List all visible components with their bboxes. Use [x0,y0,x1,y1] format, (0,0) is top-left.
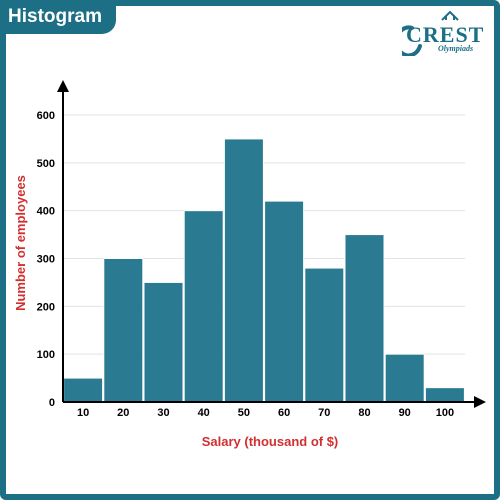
y-tick-label: 600 [37,110,55,122]
x-tick-label: 40 [198,407,210,419]
y-tick-label: 0 [49,397,55,409]
histogram-bar [143,281,184,403]
x-tick-label: 30 [157,407,169,419]
histogram-bar [183,210,224,403]
x-axis-arrow-icon [474,396,486,408]
histogram-bar [264,200,305,403]
histogram-bar [384,353,425,403]
x-tick-label: 20 [117,407,129,419]
logo-subtext: Olympiads [438,44,474,53]
histogram-bar [223,138,264,403]
axes [57,80,486,408]
histogram-bar [103,258,144,403]
y-tick-label: 500 [37,158,55,170]
histogram-bar [344,234,385,403]
chart-title: Histogram [0,0,116,34]
y-tick-label: 200 [37,301,55,313]
crest-icon [402,10,459,56]
y-tick-label: 400 [37,206,55,218]
histogram-bar [304,267,345,403]
x-tick-label: 100 [436,407,454,419]
histogram-bar [63,377,104,403]
crest-logo: CREST Olympiads [402,6,492,56]
x-tick-label: 60 [278,407,290,419]
bars [63,138,465,403]
x-tick-label: 80 [358,407,370,419]
x-tick-label: 70 [318,407,330,419]
x-tick-label: 50 [238,407,250,419]
y-axis-label: Number of employees [13,175,28,311]
x-tick-label: 90 [399,407,411,419]
y-tick-label: 100 [37,349,55,361]
y-axis-arrow-icon [57,80,69,92]
tick-labels: 0 100 200 300 400 500 600 10 20 30 40 50 60 70 80 90 100 [37,110,454,419]
y-tick-label: 300 [37,254,55,266]
logo-text: CREST [406,22,485,47]
x-axis-label: Salary (thousand of $) [202,434,339,449]
histogram-bar [424,387,465,403]
x-tick-label: 10 [77,407,89,419]
